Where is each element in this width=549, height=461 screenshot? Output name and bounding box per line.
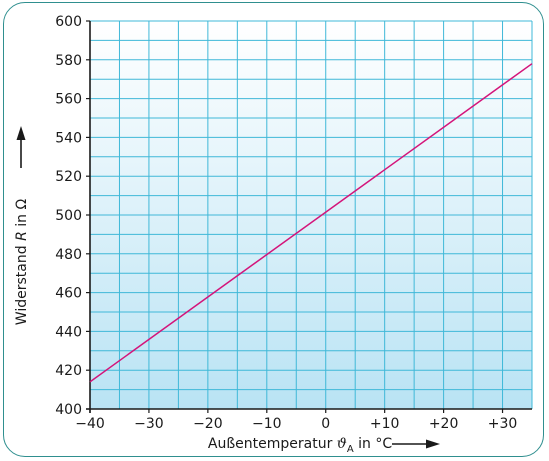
x-axis-arrow-icon bbox=[392, 439, 440, 449]
x-tick-label: −10 bbox=[252, 416, 282, 432]
y-tick-label: 580 bbox=[55, 53, 82, 69]
series-group bbox=[89, 63, 533, 383]
y-tick-label: 400 bbox=[55, 402, 82, 418]
grid bbox=[86, 20, 533, 413]
tick-labels: 400 420 440 460 480 500 520 540 560 580 600 −40 −30 −… bbox=[55, 14, 517, 432]
y-tick-label: 560 bbox=[55, 92, 82, 108]
x-arrow-head bbox=[426, 439, 440, 449]
x-tick-label: +10 bbox=[370, 416, 400, 432]
y-tick-label: 540 bbox=[55, 130, 82, 146]
x-tick-label: +30 bbox=[488, 416, 518, 432]
y-tick-label: 500 bbox=[55, 208, 82, 224]
x-tick-label: −20 bbox=[193, 416, 223, 432]
y-axis-label: Widerstand R in Ω bbox=[14, 199, 30, 326]
y-tick-label: 440 bbox=[55, 324, 82, 340]
series-line bbox=[89, 63, 533, 383]
y-tick-label: 420 bbox=[55, 363, 82, 379]
y-tick-label: 600 bbox=[55, 14, 82, 30]
x-tick-label: 0 bbox=[321, 416, 330, 432]
x-tick-label: −30 bbox=[134, 416, 164, 432]
y-tick-label: 520 bbox=[55, 169, 82, 185]
x-tick-label: −40 bbox=[75, 416, 105, 432]
y-axis-arrow-icon bbox=[16, 126, 26, 168]
y-tick-label: 460 bbox=[55, 286, 82, 302]
y-arrow-head bbox=[16, 126, 26, 140]
x-tick-label: +20 bbox=[429, 416, 459, 432]
x-axis-label: Außentemperatur ϑA in °C bbox=[208, 436, 392, 455]
y-tick-label: 480 bbox=[55, 247, 82, 263]
